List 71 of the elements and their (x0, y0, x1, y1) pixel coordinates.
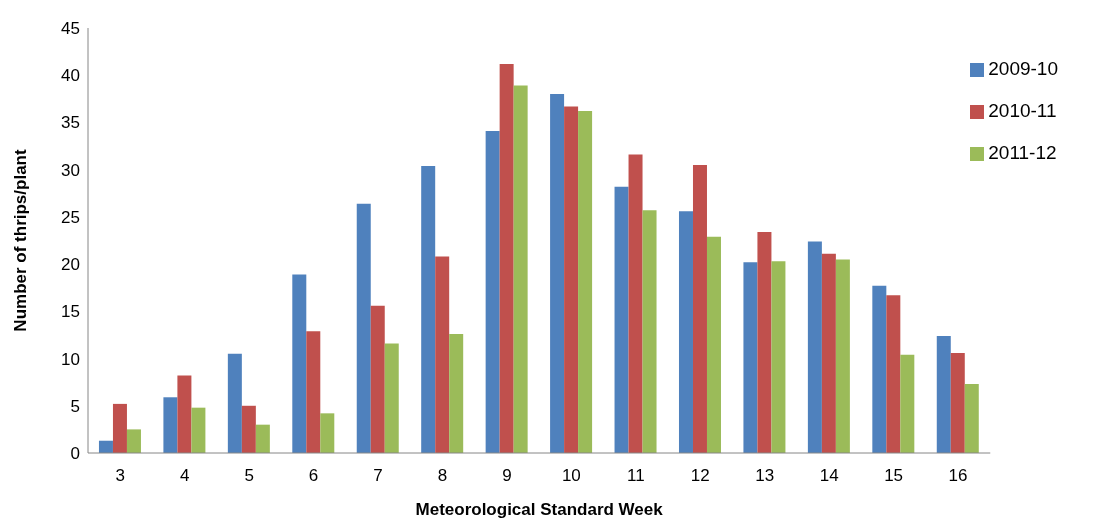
bar (692, 164, 707, 453)
bar (642, 210, 657, 453)
bar (177, 375, 192, 453)
y-tick-label: 15 (61, 302, 80, 322)
y-tick-label: 45 (61, 19, 80, 39)
x-tick-label: 7 (373, 466, 383, 486)
bar (485, 130, 500, 453)
y-axis-title: Number of thrips/plant (11, 149, 31, 332)
x-tick-label: 3 (115, 466, 125, 486)
bar (900, 354, 915, 453)
bar (706, 236, 721, 453)
bar (370, 305, 385, 453)
bar (513, 85, 528, 453)
x-tick-label: 14 (819, 466, 839, 486)
bar (163, 397, 178, 453)
x-tick-label: 13 (755, 466, 775, 486)
x-tick-label: 12 (690, 466, 710, 486)
bar (886, 295, 901, 453)
bar (936, 335, 951, 453)
bar (578, 111, 593, 453)
x-tick-label: 11 (626, 466, 645, 486)
bar (384, 343, 399, 453)
bar (356, 203, 371, 453)
y-tick-label: 5 (70, 396, 80, 416)
bar (241, 405, 256, 453)
x-tick-label: 4 (179, 466, 190, 486)
bar (306, 331, 321, 453)
x-tick-label: 6 (308, 466, 319, 486)
x-tick-label: 15 (884, 466, 904, 486)
legend-label: 2011-12 (988, 142, 1057, 163)
x-axis-title: Meteorological Standard Week (415, 500, 664, 519)
y-tick-label: 25 (61, 207, 80, 227)
bar (227, 353, 242, 453)
y-tick-label: 35 (61, 113, 80, 133)
x-tick-label: 16 (948, 466, 968, 486)
y-tick-label: 10 (61, 349, 80, 369)
bar (292, 274, 307, 453)
bar (112, 403, 127, 453)
bar (98, 440, 113, 453)
bar (126, 429, 141, 453)
bar (821, 253, 836, 453)
bar (950, 352, 965, 453)
bar (435, 256, 450, 453)
y-tick-label: 30 (61, 160, 80, 180)
x-tick-label: 8 (437, 466, 448, 486)
y-tick-label: 0 (70, 444, 80, 464)
bar (807, 241, 822, 453)
x-tick-label: 5 (244, 466, 254, 486)
bar (320, 413, 335, 453)
bar (628, 154, 643, 453)
bar (757, 232, 772, 453)
x-tick-label: 10 (561, 466, 581, 486)
x-tick-label: 9 (502, 466, 512, 486)
bar (191, 407, 206, 453)
bar (678, 211, 693, 453)
bar (614, 186, 629, 453)
legend-label: 2010-11 (988, 100, 1057, 121)
y-tick-label: 20 (61, 255, 80, 275)
bar (743, 262, 758, 453)
bar (449, 334, 464, 453)
bar (421, 165, 436, 453)
bar (550, 94, 565, 453)
y-tick-label: 40 (61, 66, 80, 86)
bar (872, 285, 887, 453)
bar (499, 63, 514, 453)
bar (255, 424, 270, 453)
bar (835, 259, 850, 453)
bar (771, 261, 786, 453)
bar (564, 106, 579, 453)
bar (964, 384, 979, 453)
legend-label: 2009-10 (988, 58, 1058, 79)
